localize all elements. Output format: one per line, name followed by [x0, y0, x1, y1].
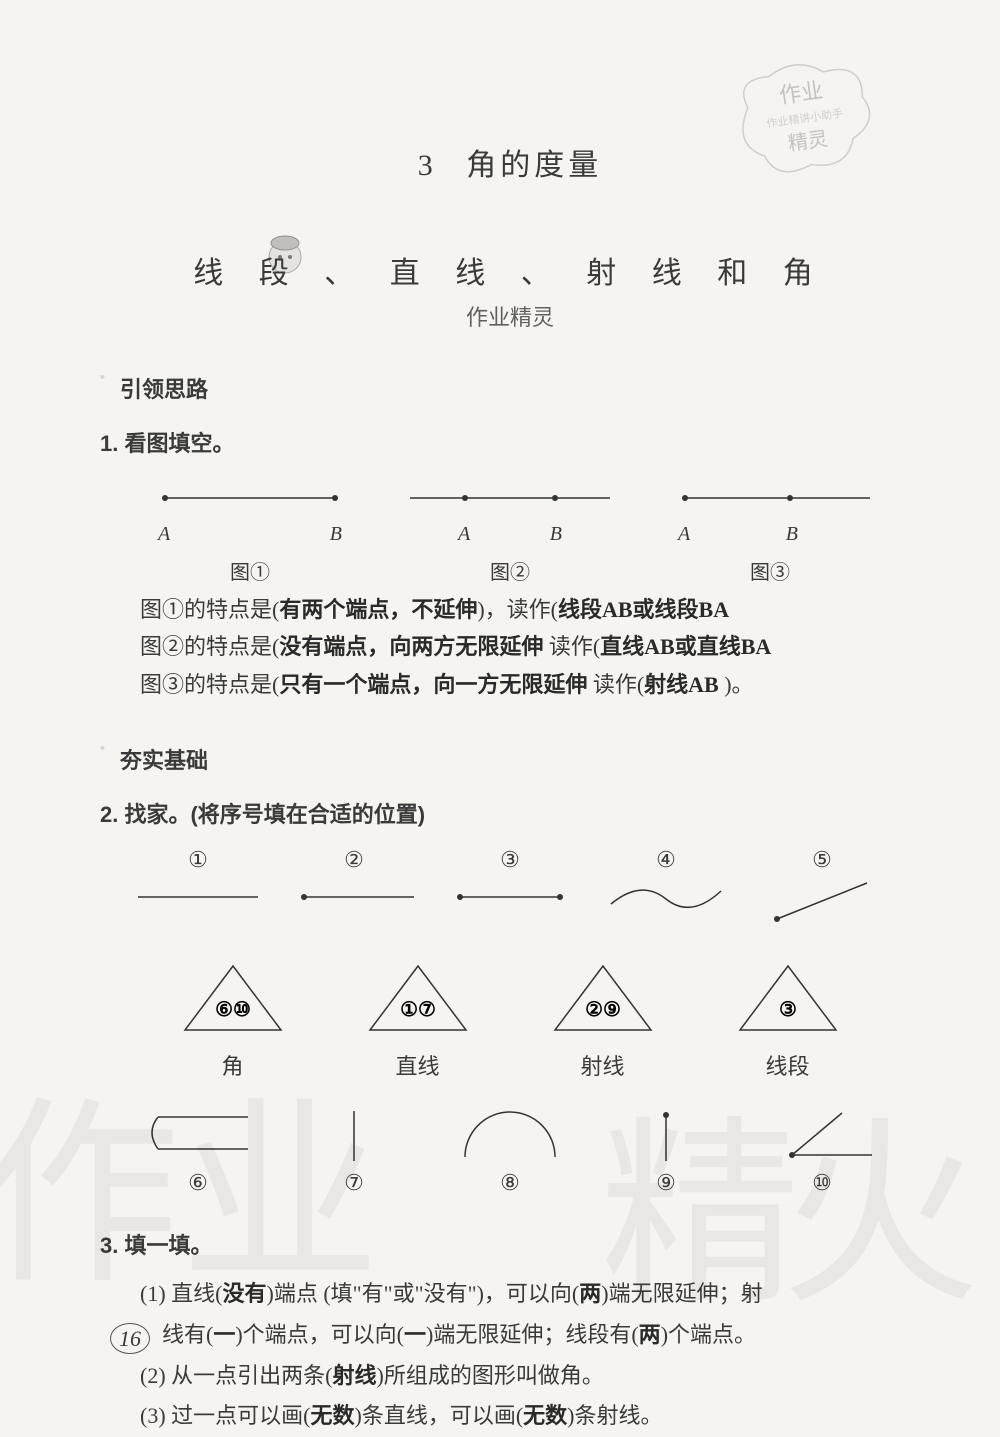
- q3-1c: )端无限延伸；射: [601, 1281, 762, 1306]
- q3-1b: )端点 (填"有"或"没有")，可以向(: [267, 1281, 580, 1306]
- q3-2c: )端无限延伸；线段有(: [426, 1322, 639, 1347]
- q1-l1-ans2: 线段AB或线段BA: [558, 597, 729, 622]
- q3-a4: 一: [404, 1322, 426, 1347]
- svg-text:作业: 作业: [778, 77, 825, 108]
- q1-l1-ans: 有两个端点，不延伸: [279, 597, 477, 622]
- figure-1: A B 图①: [150, 488, 350, 585]
- fig3-caption: 图③: [670, 556, 870, 585]
- fig2-label-a: A: [458, 523, 470, 546]
- q2-heading: 2. 找家。(将序号填在合适的位置): [100, 797, 920, 829]
- q1-heading: 1. 看图填空。: [100, 426, 920, 458]
- q1-l1-pre: 图①的特点是(: [140, 597, 279, 622]
- shape-1: ①: [138, 847, 258, 928]
- q3-4a: (3) 过一点可以画(: [140, 1403, 310, 1428]
- fig1-label-b: B: [330, 523, 342, 546]
- q1-answers: 图①的特点是(有两个端点，不延伸)，读作(线段AB或线段BA 图②的特点是(没有…: [140, 591, 900, 703]
- section-tag-2: 夯实基础: [120, 743, 920, 775]
- shape-7: ⑦: [294, 1107, 414, 1202]
- q1-l3-ans: 只有一个端点，向一方无限延伸: [279, 672, 587, 697]
- shape-9: ⑨: [606, 1107, 726, 1202]
- svg-text:①⑦: ①⑦: [400, 999, 436, 1021]
- page-number: 16: [110, 1326, 150, 1352]
- q3-a5: 两: [639, 1322, 661, 1347]
- q1-l2-mid: 读作(: [543, 634, 600, 659]
- q1-l3-mid: 读作(: [587, 672, 644, 697]
- q2-triangle-row: ⑥⑩ 角 ①⑦ 直线 ②⑨ 射线 ③ 线段: [140, 958, 880, 1081]
- q3-heading: 3. 填一填。: [100, 1228, 920, 1260]
- svg-text:精灵: 精灵: [787, 127, 830, 155]
- q3-2a: 线有(: [162, 1322, 213, 1347]
- shape-10: ⑩: [762, 1107, 882, 1202]
- subtitle-handwrite: 作业精灵: [100, 300, 920, 332]
- section-subtitle: 线 段 、 直 线 、 射 线 和 角: [175, 244, 845, 296]
- figure-3: A B 图③: [670, 488, 870, 585]
- q3-a8: 无数: [523, 1403, 567, 1428]
- q1-l3-ans2: 射线AB: [644, 672, 719, 697]
- shape-8: ⑧: [450, 1107, 570, 1202]
- q1-l2-pre: 图②的特点是(: [140, 634, 279, 659]
- shape-6: ⑥: [138, 1107, 258, 1202]
- q3-3a: (2) 从一点引出两条(: [140, 1363, 332, 1388]
- triangle-angle: ⑥⑩ 角: [173, 958, 293, 1081]
- svg-text:②⑨: ②⑨: [585, 999, 621, 1021]
- q3-a2: 两: [579, 1281, 601, 1306]
- q3-body: (1) 直线(没有)端点 (填"有"或"没有")，可以向(两)端无限延伸；射 线…: [140, 1274, 910, 1437]
- figure-2: A B 图②: [410, 488, 610, 585]
- q2-shapes-row-1: ① ② ③ ④ ⑤: [120, 847, 900, 928]
- shape-2: ②: [294, 847, 414, 928]
- stamp-watermark: 作业 作业精讲小助手 精灵: [722, 50, 887, 190]
- q3-a3: 一: [213, 1322, 235, 1347]
- shape-3: ③: [450, 847, 570, 928]
- q3-a7: 无数: [310, 1403, 354, 1428]
- fig1-caption: 图①: [150, 556, 350, 585]
- shape-5: ⑤: [762, 847, 882, 928]
- svg-text:③: ③: [779, 999, 797, 1021]
- chapter-number: 3: [418, 149, 437, 183]
- q1-l3-pre: 图③的特点是(: [140, 672, 279, 697]
- q1-l3-end: )。: [719, 672, 754, 697]
- q3-3b: )所组成的图形叫做角。: [377, 1363, 604, 1388]
- section-tag-1: 引领思路: [120, 372, 920, 404]
- fig1-label-a: A: [158, 523, 170, 546]
- svg-text:⑥⑩: ⑥⑩: [215, 999, 251, 1021]
- fig3-label-b: B: [786, 523, 798, 546]
- triangle-ray: ②⑨ 射线: [543, 958, 663, 1081]
- q1-l1-mid: )，读作(: [477, 597, 558, 622]
- q1-l2-ans: 没有端点，向两方无限延伸: [279, 634, 543, 659]
- q3-a1: 没有: [222, 1281, 266, 1306]
- chapter-title-text: 角的度量: [466, 149, 602, 182]
- fig2-label-b: B: [550, 523, 562, 546]
- fig3-label-a: A: [678, 523, 690, 546]
- subtitle-block: 线 段 、 直 线 、 射 线 和 角: [100, 244, 920, 296]
- q1-figures: A B 图① A B 图② A B: [120, 488, 900, 585]
- q3-2b: )个端点，可以向(: [235, 1322, 404, 1347]
- triangle-line: ①⑦ 直线: [358, 958, 478, 1081]
- q1-l2-ans2: 直线AB或直线BA: [600, 634, 771, 659]
- q3-2d: )个端点。: [661, 1322, 756, 1347]
- worksheet-page: 作业 作业精讲小助手 精灵 3 角的度量 线 段 、 直 线 、 射 线 和 角…: [0, 0, 1000, 1402]
- q3-a6: 射线: [332, 1363, 376, 1388]
- fig2-caption: 图②: [410, 556, 610, 585]
- q3-4c: )条射线。: [567, 1403, 662, 1428]
- q2-shapes-row-2: ⑥ ⑦ ⑧ ⑨ ⑩: [120, 1107, 900, 1202]
- svg-text:作业精讲小助手: 作业精讲小助手: [766, 106, 844, 131]
- q3-1a: (1) 直线(: [140, 1281, 222, 1306]
- q3-4b: )条直线，可以画(: [355, 1403, 524, 1428]
- shape-4: ④: [606, 847, 726, 928]
- triangle-segment: ③ 线段: [728, 958, 848, 1081]
